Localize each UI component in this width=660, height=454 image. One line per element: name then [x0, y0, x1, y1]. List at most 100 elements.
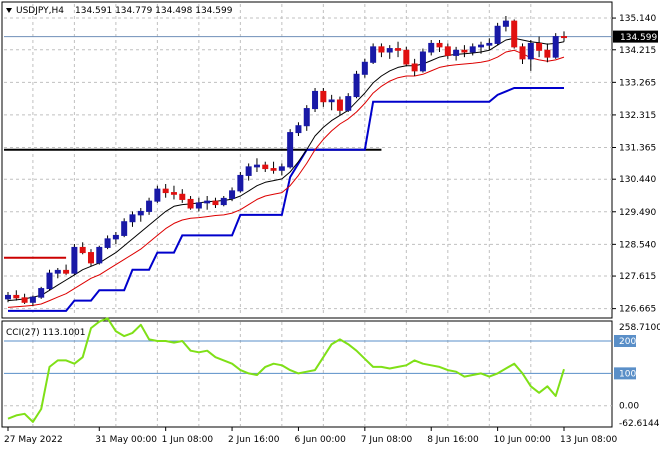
- candle-body: [278, 166, 285, 171]
- symbol-label: USDJPY,H4: [16, 6, 64, 16]
- candle-body: [195, 202, 202, 209]
- candle-body: [96, 246, 103, 264]
- time-tick-label: 8 Jun 16:00: [427, 435, 479, 445]
- cci-line: [7, 317, 565, 423]
- candle-body: [129, 214, 136, 223]
- candle-body: [54, 269, 61, 274]
- candle-body: [552, 36, 559, 58]
- candle: [87, 249, 94, 267]
- candle-body: [328, 99, 335, 103]
- candle: [336, 96, 343, 116]
- candle-body: [486, 42, 493, 46]
- candle-body: [502, 20, 509, 27]
- cci-level-badge: [614, 335, 636, 348]
- chart-header: USDJPY,H4 134.591 134.779 134.498 134.59…: [6, 6, 233, 16]
- candle-body: [428, 42, 435, 53]
- candle: [112, 232, 119, 244]
- triangle-down-icon[interactable]: [6, 8, 12, 13]
- current-price-badge: 134.599: [613, 30, 658, 43]
- candle-body: [478, 44, 485, 48]
- candle-body: [436, 42, 443, 48]
- candle: [345, 93, 352, 112]
- candle-body: [220, 197, 227, 206]
- cci-panel[interactable]: [1, 320, 613, 428]
- candle-body: [345, 96, 352, 111]
- candle: [378, 43, 385, 58]
- candle: [195, 197, 202, 212]
- candle-body: [204, 200, 211, 204]
- candle-body: [353, 73, 360, 98]
- candle: [146, 197, 153, 215]
- candle: [478, 41, 485, 54]
- cci-level-badge: [614, 367, 636, 380]
- candle-body: [295, 125, 302, 134]
- candle: [71, 244, 78, 275]
- candle-body: [361, 61, 368, 75]
- candle-body: [237, 174, 244, 192]
- candle: [187, 196, 194, 210]
- candle: [237, 172, 244, 193]
- candle: [270, 161, 277, 174]
- price-tick-label: 129.490: [619, 208, 656, 218]
- candle-body: [71, 246, 78, 274]
- price-panel[interactable]: [1, 1, 613, 319]
- candle: [5, 292, 11, 303]
- candle-body: [461, 49, 468, 53]
- candle-body: [79, 246, 86, 254]
- candle: [320, 88, 327, 107]
- candle-body: [511, 20, 518, 48]
- candle: [536, 36, 543, 58]
- price-tick-label: 130.440: [619, 175, 656, 185]
- candle: [461, 45, 468, 58]
- time-tick-label: 31 May 00:00: [95, 435, 157, 445]
- time-tick-label: 10 Jun 00:00: [494, 435, 551, 445]
- time-tick-label: 13 Jun 08:00: [560, 435, 617, 445]
- candle-body: [5, 294, 11, 300]
- candle: [295, 122, 302, 136]
- candle-body: [179, 193, 186, 200]
- candle-body: [29, 296, 36, 303]
- candle-body: [303, 108, 310, 127]
- candle-body: [87, 252, 94, 264]
- cci-tick-label: 200: [619, 337, 636, 347]
- candle-body: [154, 188, 161, 202]
- candle: [428, 40, 435, 56]
- candle-body: [229, 190, 236, 199]
- candle: [544, 43, 551, 63]
- candle-body: [137, 210, 144, 216]
- cci-tick-label: -62.6144: [619, 419, 660, 429]
- price-tick-label: 131.365: [619, 143, 656, 153]
- time-tick-label: 6 Jun 00:00: [294, 435, 346, 445]
- price-tick-label: 128.540: [619, 240, 656, 250]
- candle-body: [403, 49, 410, 65]
- candle: [552, 33, 559, 59]
- candle-body: [386, 48, 393, 53]
- candle-body: [21, 297, 28, 303]
- lower-envelope-line: [7, 49, 565, 308]
- candle: [312, 88, 319, 112]
- candle-body: [212, 200, 219, 206]
- candle: [303, 105, 310, 131]
- candle: [386, 45, 393, 59]
- candle: [46, 269, 53, 291]
- cci-label: CCI(27) 113.1001: [6, 328, 86, 338]
- candle: [419, 48, 426, 73]
- cci-tick-label: 100: [619, 369, 636, 379]
- candle: [179, 189, 186, 203]
- price-tick-label: 134.215: [619, 46, 656, 56]
- candle: [104, 235, 111, 250]
- candle-body: [561, 36, 567, 39]
- candle: [229, 187, 236, 202]
- candle: [411, 58, 418, 76]
- price-tick-label: 126.665: [619, 305, 656, 315]
- candle: [453, 46, 460, 61]
- ohlc-values: 134.591 134.779 134.498 134.599: [75, 6, 233, 16]
- candle: [253, 158, 260, 172]
- candle: [494, 22, 501, 46]
- candle: [162, 184, 169, 198]
- candle: [220, 196, 227, 207]
- candle: [29, 295, 36, 306]
- candle-body: [146, 200, 153, 212]
